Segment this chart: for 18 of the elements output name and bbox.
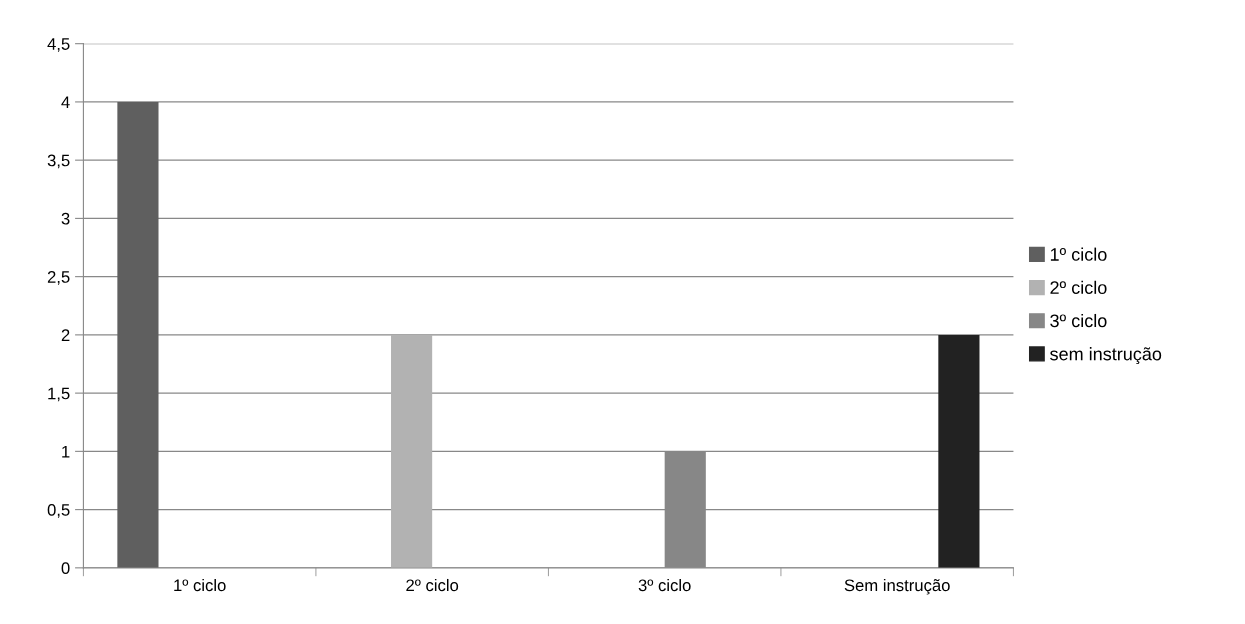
legend-label: 3º ciclo <box>1050 313 1107 328</box>
legend-label: 2º ciclo <box>1050 280 1107 295</box>
y-tick-label: 3,5 <box>47 154 70 169</box>
y-tick-label: 2 <box>61 329 70 341</box>
legend-label: 1º ciclo <box>1050 247 1107 261</box>
x-tick-label: 1º ciclo <box>174 578 226 592</box>
y-tick-label: 2,5 <box>47 271 70 285</box>
y-tick-label: 0,5 <box>47 504 70 518</box>
y-tick-label: 0 <box>61 562 70 575</box>
y-tick-label: 3 <box>61 212 70 225</box>
x-tick-label: Sem instrução <box>844 578 950 595</box>
x-tick-label: 3º ciclo <box>638 578 691 592</box>
x-tick-label: 2º ciclo <box>406 578 459 592</box>
y-tick-label: 1 <box>62 445 70 458</box>
y-tick-label: 4 <box>61 96 70 108</box>
y-tick-label: 4,5 <box>47 38 70 52</box>
y-tick-label: 1,5 <box>48 387 70 402</box>
legend-label: sem instrução <box>1050 347 1162 365</box>
